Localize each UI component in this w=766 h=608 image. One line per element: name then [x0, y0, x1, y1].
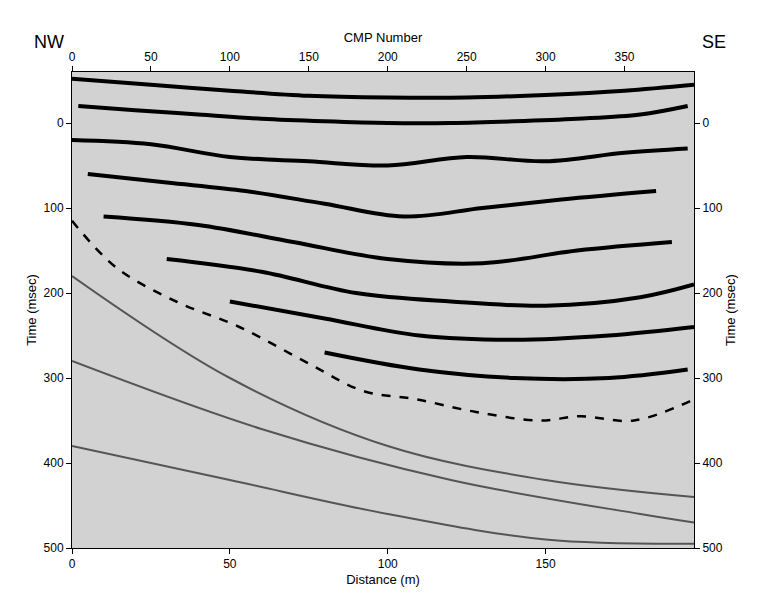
svg-text:50: 50 — [223, 557, 237, 571]
svg-text:100: 100 — [702, 201, 722, 215]
svg-text:100: 100 — [44, 201, 64, 215]
svg-text:Time (msec): Time (msec) — [24, 274, 39, 346]
svg-text:0: 0 — [69, 557, 76, 571]
svg-text:50: 50 — [144, 50, 158, 64]
svg-text:300: 300 — [536, 50, 556, 64]
svg-text:100: 100 — [378, 557, 398, 571]
svg-text:Distance (m): Distance (m) — [346, 572, 420, 587]
svg-text:NW: NW — [34, 32, 64, 52]
svg-text:0: 0 — [57, 116, 64, 130]
svg-text:200: 200 — [702, 286, 722, 300]
svg-text:400: 400 — [44, 456, 64, 470]
svg-text:0: 0 — [702, 116, 709, 130]
svg-text:150: 150 — [536, 557, 556, 571]
svg-text:100: 100 — [220, 50, 240, 64]
svg-text:200: 200 — [44, 286, 64, 300]
svg-text:300: 300 — [702, 371, 722, 385]
svg-text:400: 400 — [702, 456, 722, 470]
svg-text:Time (msec): Time (msec) — [723, 274, 738, 346]
svg-text:350: 350 — [615, 50, 635, 64]
svg-text:250: 250 — [457, 50, 477, 64]
svg-text:500: 500 — [702, 541, 722, 555]
svg-text:0: 0 — [69, 50, 76, 64]
svg-text:500: 500 — [44, 541, 64, 555]
svg-text:SE: SE — [702, 32, 726, 52]
svg-text:150: 150 — [299, 50, 319, 64]
svg-text:200: 200 — [378, 50, 398, 64]
svg-text:CMP Number: CMP Number — [344, 30, 423, 45]
svg-text:300: 300 — [44, 371, 64, 385]
